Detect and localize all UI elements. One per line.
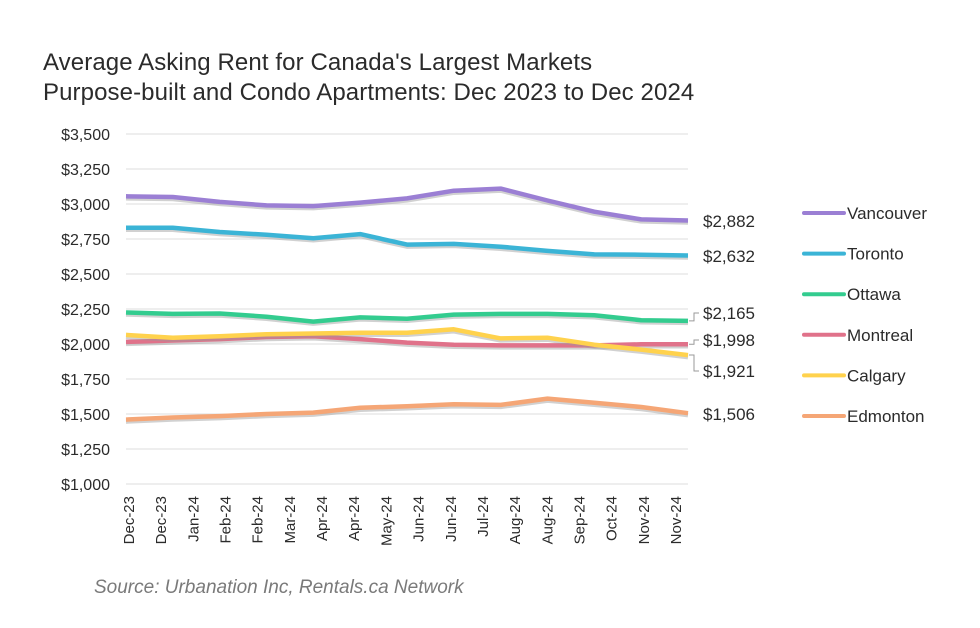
- x-tick-label: Feb-24: [250, 496, 267, 544]
- end-label-vancouver: $2,882: [703, 212, 755, 231]
- source-note: Source: Urbanation Inc, Rentals.ca Netwo…: [94, 577, 464, 598]
- x-tick-label: Nov-24: [636, 496, 653, 544]
- x-tick-label: Oct-24: [604, 496, 621, 541]
- end-label-ottawa: $2,165: [703, 304, 755, 323]
- legend-label-vancouver: Vancouver: [847, 204, 927, 223]
- legend: Vancouver Toronto Ottawa Montreal Calgary Edm…: [802, 204, 927, 426]
- y-tick-label: $2,750: [61, 232, 110, 249]
- x-tick-label: Jun-24: [443, 496, 460, 542]
- y-axis: $1,000 $1,250 $1,500 $1,750 $2,000 $2,250 $2,5…: [61, 127, 110, 494]
- x-tick-label: Jul-24: [475, 496, 492, 537]
- end-label-edmonton: $1,506: [703, 405, 755, 424]
- series-line-ottawa: [125, 310, 689, 324]
- x-tick-label: May-24: [378, 496, 395, 546]
- y-tick-label: $2,250: [61, 302, 110, 319]
- legend-label-montreal: Montreal: [847, 326, 913, 345]
- leader-line-calgary: [689, 354, 699, 372]
- y-tick-label: $1,750: [61, 372, 110, 389]
- series-shadow-vancouver: [125, 188, 689, 225]
- end-label-toronto: $2,632: [703, 247, 755, 266]
- leader-line-ottawa: [689, 312, 699, 322]
- end-label-calgary: $1,921: [703, 362, 755, 381]
- series-line-toronto: [126, 225, 689, 258]
- x-tick-label: Jun-24: [411, 496, 428, 542]
- leader-line-montreal: [689, 339, 699, 345]
- x-tick-label: Aug-24: [539, 496, 556, 544]
- x-tick-label: Dec-23: [153, 496, 170, 544]
- end-label-montreal: $1,998: [703, 331, 755, 350]
- x-tick-label: Nov-24: [668, 496, 685, 544]
- series-line-edmonton: [125, 396, 689, 422]
- x-tick-label: Sep-24: [571, 496, 588, 544]
- legend-label-toronto: Toronto: [847, 245, 904, 264]
- y-tick-label: $3,000: [61, 197, 110, 214]
- y-tick-label: $3,250: [61, 162, 110, 179]
- y-tick-label: $1,500: [61, 407, 110, 424]
- y-tick-label: $2,000: [61, 337, 110, 354]
- chart-title: Average Asking Rent for Canada's Largest…: [43, 48, 694, 108]
- legend-label-ottawa: Ottawa: [847, 285, 901, 304]
- x-tick-label: Feb-24: [218, 496, 235, 544]
- end-labels: $2,882 $2,632 $2,165 $1,998 $1,921 $1,506: [689, 212, 755, 424]
- series-line-calgary: [125, 327, 689, 358]
- chart-title-line1: Average Asking Rent for Canada's Largest…: [43, 49, 593, 76]
- x-tick-label: Jan-24: [185, 496, 202, 542]
- series-line-vancouver: [125, 186, 689, 223]
- x-tick-label: Aug-24: [507, 496, 524, 544]
- legend-label-edmonton: Edmonton: [847, 407, 925, 426]
- y-tick-label: $1,000: [61, 477, 110, 494]
- series-lines: [125, 186, 689, 424]
- gridlines: [126, 133, 688, 485]
- chart-subtitle: Purpose-built and Condo Apartments: Dec …: [43, 79, 695, 106]
- legend-label-calgary: Calgary: [847, 366, 906, 385]
- x-tick-label: Apr-24: [346, 496, 363, 541]
- x-axis: Dec-23 Dec-23 Jan-24 Feb-24 Feb-24 Mar-24 Apr-…: [121, 496, 685, 546]
- x-tick-label: Apr-24: [314, 496, 331, 541]
- y-tick-label: $1,250: [61, 442, 110, 459]
- x-tick-label: Dec-23: [121, 496, 138, 544]
- x-tick-label: Mar-24: [282, 496, 299, 544]
- y-tick-label: $2,500: [61, 267, 110, 284]
- y-tick-label: $3,500: [61, 127, 110, 144]
